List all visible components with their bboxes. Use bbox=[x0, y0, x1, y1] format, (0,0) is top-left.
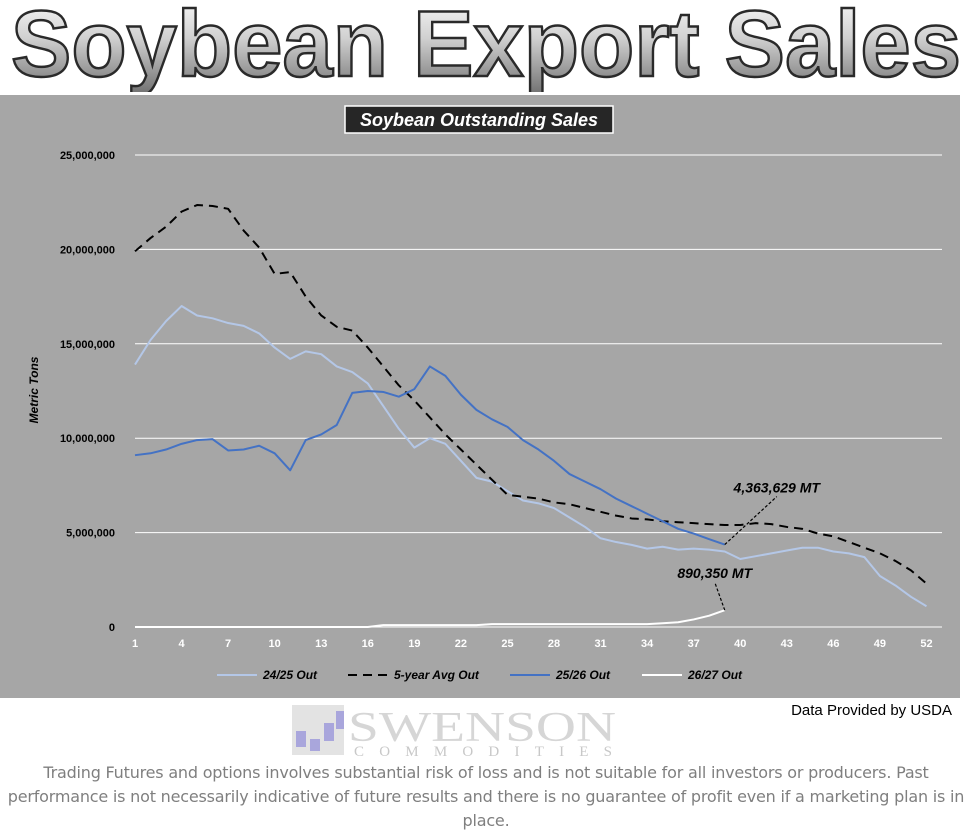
x-tick-label: 37 bbox=[688, 638, 700, 650]
y-tick-label: 0 bbox=[109, 622, 115, 634]
annotation-label: 4,363,629 MT bbox=[733, 480, 822, 496]
x-tick-label: 25 bbox=[501, 638, 513, 650]
x-tick-label: 4 bbox=[178, 638, 185, 650]
legend-label: 25/26 Out bbox=[555, 668, 611, 682]
chart-gridlines bbox=[135, 154, 942, 628]
series-line-0 bbox=[134, 305, 928, 608]
x-tick-label: 31 bbox=[594, 638, 606, 650]
logo-mark-bar bbox=[296, 731, 306, 747]
legend-label: 26/27 Out bbox=[687, 668, 743, 682]
source-note: Data Provided by USDA bbox=[791, 702, 952, 719]
x-tick-label: 28 bbox=[548, 638, 560, 650]
x-tick-label: 52 bbox=[920, 638, 932, 650]
y-tick-label: 5,000,000 bbox=[66, 528, 115, 540]
disclaimer: Trading Futures and options involves sub… bbox=[7, 763, 965, 830]
y-tick-label: 10,000,000 bbox=[60, 433, 115, 445]
x-tick-label: 40 bbox=[734, 638, 746, 650]
chart-title-box bbox=[344, 105, 614, 134]
banner-title-graphic: Soybean Export Sales bbox=[10, 0, 963, 97]
annotation-leader bbox=[714, 581, 726, 611]
outstanding-sales-chart: 0 5,000,000 10,000,000 15,000,000 20,000,000… bbox=[27, 105, 942, 682]
x-tick-label: 10 bbox=[269, 638, 281, 650]
y-axis-label: Metric Tons bbox=[27, 356, 41, 423]
y-tick-label: 15,000,000 bbox=[60, 339, 115, 351]
banner: Soybean Export Sales bbox=[0, 0, 972, 97]
x-tick-label: 16 bbox=[362, 638, 374, 650]
x-tick-label: 43 bbox=[781, 638, 793, 650]
x-tick-label: 13 bbox=[315, 638, 327, 650]
x-tick-label: 19 bbox=[408, 638, 420, 650]
chart-panel: 0 5,000,000 10,000,000 15,000,000 20,000,000… bbox=[0, 95, 960, 698]
swenson-logo: SWENSON COMMODITIES bbox=[292, 703, 622, 760]
y-tick-label: 25,000,000 bbox=[60, 150, 115, 162]
logo-mark-bar bbox=[324, 723, 334, 741]
annotation-label: 890,350 MT bbox=[677, 565, 753, 581]
chart-series bbox=[134, 204, 928, 628]
swenson-logo-graphic: SWENSON COMMODITIES bbox=[292, 705, 616, 760]
x-tick-label: 22 bbox=[455, 638, 467, 650]
logo-mark-bar bbox=[310, 739, 320, 751]
x-tick-label: 46 bbox=[827, 638, 839, 650]
annotation-leader bbox=[724, 496, 778, 546]
series-line-2 bbox=[134, 365, 726, 546]
banner-title: Soybean Export Sales bbox=[11, 0, 961, 92]
legend-label: 5-year Avg Out bbox=[394, 668, 480, 682]
series-line-3 bbox=[135, 609, 726, 628]
chart-title: Soybean Outstanding Sales bbox=[360, 110, 598, 130]
logo-name: SWENSON bbox=[348, 705, 616, 751]
chart-annotations: 4,363,629 MT 890,350 MT bbox=[677, 480, 821, 611]
x-axis-tick-labels: 1 4 7 10 13 16 19 22 25 28 31 34 37 40 43 46 49 52 bbox=[132, 638, 933, 650]
y-axis-tick-labels: 0 5,000,000 10,000,000 15,000,000 20,000,000… bbox=[60, 150, 115, 634]
x-tick-label: 1 bbox=[132, 638, 138, 650]
x-tick-label: 49 bbox=[874, 638, 886, 650]
x-tick-label: 34 bbox=[641, 638, 654, 650]
series-line-1 bbox=[134, 204, 928, 585]
x-tick-label: 7 bbox=[225, 638, 231, 650]
legend-label: 24/25 Out bbox=[262, 668, 318, 682]
logo-mark-bar bbox=[336, 711, 344, 729]
chart-legend: 24/25 Out 5-year Avg Out 25/26 Out 26/27 Ou… bbox=[217, 668, 743, 682]
y-tick-label: 20,000,000 bbox=[60, 244, 115, 256]
